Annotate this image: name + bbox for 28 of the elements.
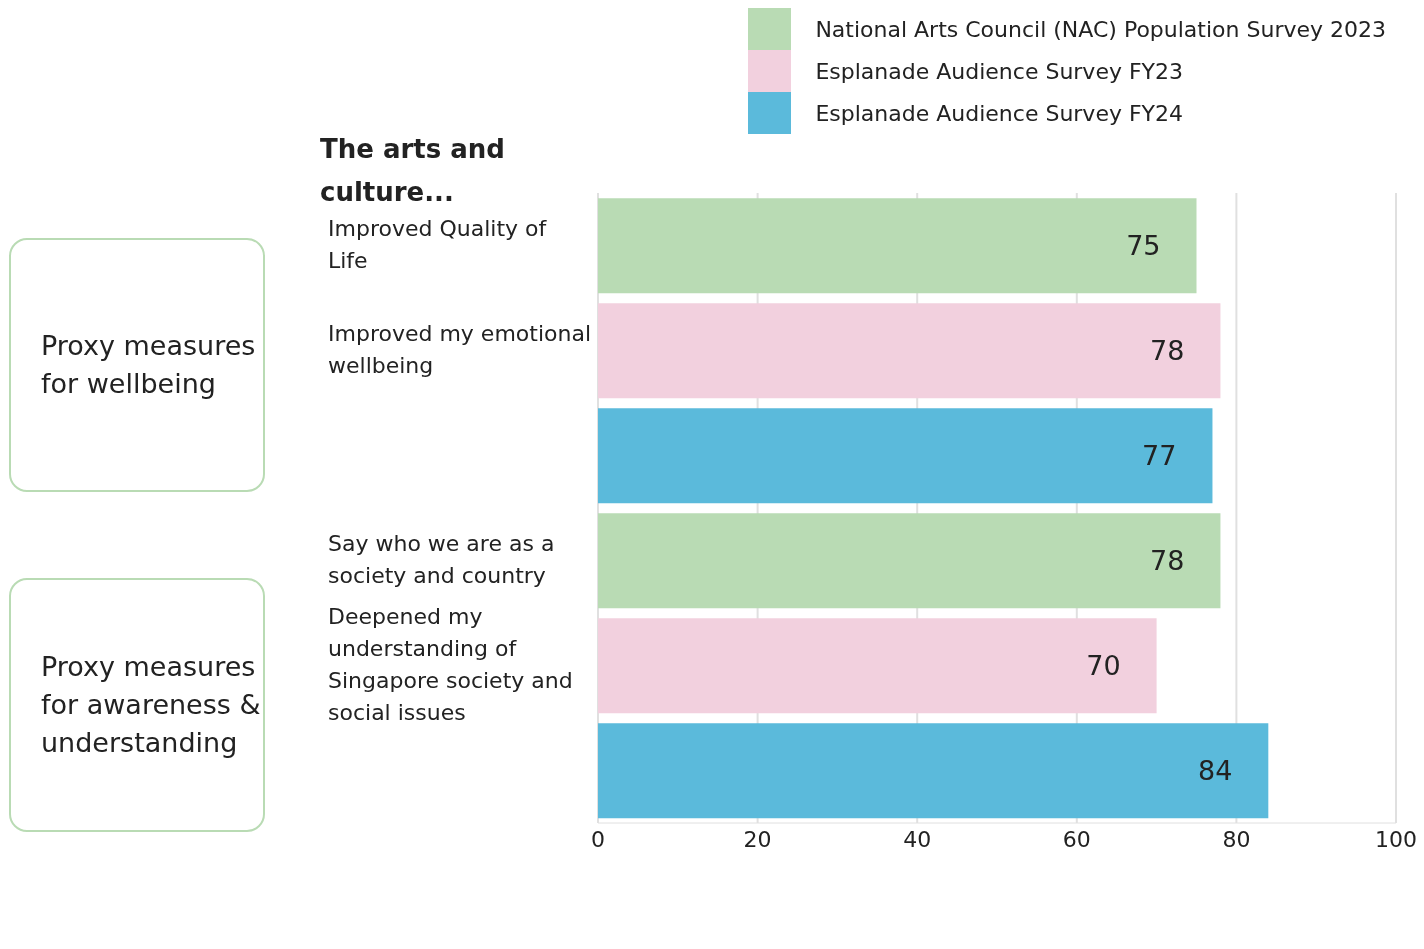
data-label: 78 xyxy=(1150,334,1185,366)
text: Proxy measures for awareness & understanding xyxy=(9,578,265,832)
legend-label: National Arts Council (NAC) Population Survey 2023 xyxy=(815,16,1386,42)
data-label: 75 xyxy=(1126,229,1161,261)
x-tick-label: 100 xyxy=(1375,826,1417,852)
bar xyxy=(598,408,1213,504)
y-tick-label: Deepened my understanding of Singapore society and social issues xyxy=(328,603,573,725)
text: Proxy measures for wellbeing xyxy=(9,238,265,492)
x-tick-label: 0 xyxy=(591,826,605,852)
x-tick-label: 80 xyxy=(1222,826,1251,852)
x-tick-label: 40 xyxy=(903,826,932,852)
bar xyxy=(598,303,1221,399)
data-label: 70 xyxy=(1086,649,1121,681)
data-label: 84 xyxy=(1197,754,1233,786)
legend-label: Esplanade Audience Survey FY24 xyxy=(815,100,1184,126)
data-label: 77 xyxy=(1142,439,1177,471)
bar xyxy=(598,513,1221,609)
legend-label: Esplanade Audience Survey FY23 xyxy=(815,58,1184,84)
chart-title: The arts and culture... xyxy=(320,133,506,209)
bar xyxy=(598,198,1197,294)
bar xyxy=(598,723,1269,819)
y-tick-label: Improved Quality of Life xyxy=(328,215,548,273)
y-tick-label: Improved my emotional wellbeing xyxy=(328,320,592,378)
data-label: 78 xyxy=(1150,544,1185,576)
bar xyxy=(598,618,1157,714)
x-tick-label: 20 xyxy=(743,826,772,852)
x-tick-label: 60 xyxy=(1062,826,1091,852)
y-tick-label: Say who we are as a society and country xyxy=(328,530,555,588)
